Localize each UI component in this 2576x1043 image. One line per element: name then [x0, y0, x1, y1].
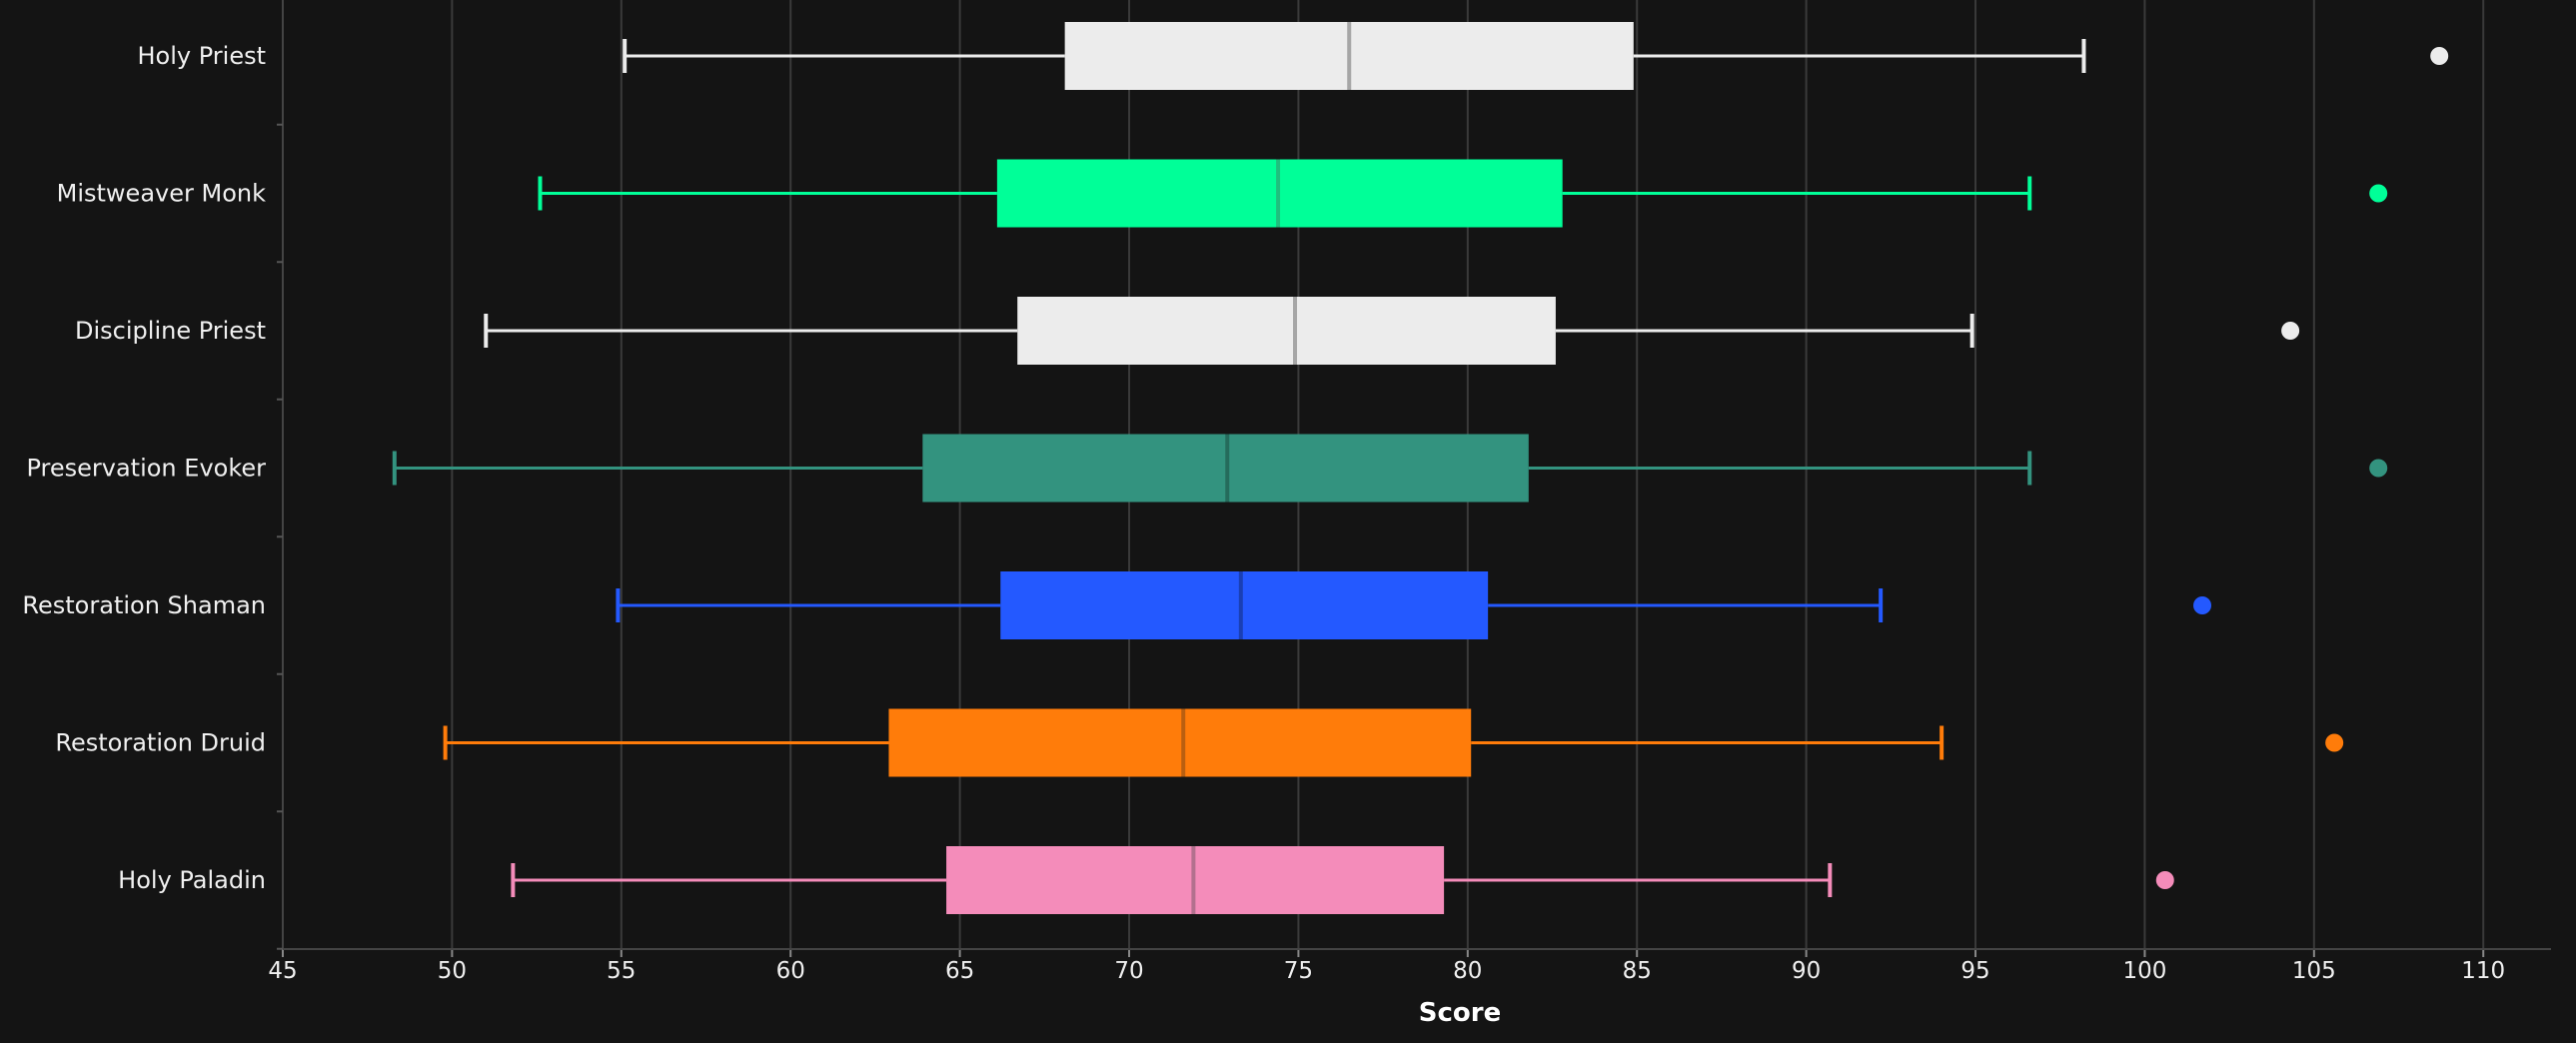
boxplot-holy-priest	[623, 22, 2449, 90]
boxplots	[392, 22, 2449, 914]
category-label: Mistweaver Monk	[57, 180, 266, 208]
category-label: Restoration Shaman	[22, 591, 266, 619]
boxplot-preservation-evoker	[392, 434, 2388, 503]
outlier-point	[2325, 733, 2344, 752]
x-tick-label: 85	[1623, 958, 1652, 984]
outlier-point	[2430, 47, 2449, 65]
category-label: Preservation Evoker	[26, 455, 266, 483]
boxplot-holy-paladin	[511, 846, 2174, 914]
x-tick-label: 105	[2292, 958, 2336, 984]
category-label: Restoration Druid	[55, 729, 266, 757]
x-tick-label: 90	[1792, 958, 1821, 984]
iqr-box	[888, 708, 1472, 777]
boxplot-restoration-druid	[443, 708, 2344, 777]
x-axis-title: Score	[1419, 998, 1501, 1028]
outlier-point	[2369, 459, 2388, 478]
x-tick-label: 55	[607, 958, 636, 984]
iqr-box	[1000, 571, 1489, 639]
x-tick-label: 70	[1114, 958, 1143, 984]
boxplot-restoration-shaman	[616, 571, 2212, 639]
outlier-point	[2369, 184, 2388, 203]
x-tick-label: 80	[1453, 958, 1482, 984]
category-label: Discipline Priest	[75, 317, 266, 345]
outlier-point	[2155, 871, 2174, 889]
x-tick-label: 110	[2461, 958, 2505, 984]
x-tick-label: 45	[268, 958, 297, 984]
outlier-point	[2281, 322, 2300, 340]
x-tick-label: 100	[2122, 958, 2166, 984]
x-tick-label: 50	[438, 958, 467, 984]
category-label: Holy Priest	[138, 42, 267, 70]
boxplot-discipline-priest	[484, 297, 2300, 365]
axes: 45 50 55 60 65 70 75 80 85 90 95 100 105 110 Holy Prie…	[22, 0, 2551, 984]
boxplot-mistweaver-monk	[538, 159, 2388, 228]
x-tick-label: 75	[1284, 958, 1313, 984]
outlier-point	[2193, 596, 2212, 614]
iqr-box	[1017, 297, 1556, 365]
x-tick-label: 60	[776, 958, 805, 984]
category-label: Holy Paladin	[118, 866, 266, 894]
x-tick-label: 95	[1960, 958, 1989, 984]
x-tick-label: 65	[945, 958, 974, 984]
